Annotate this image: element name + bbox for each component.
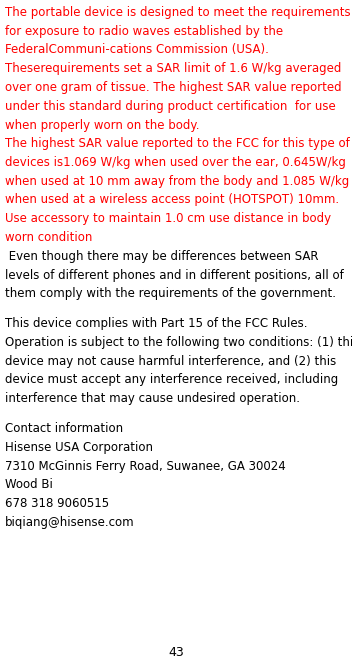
Text: for exposure to radio waves established by the: for exposure to radio waves established … xyxy=(5,25,283,38)
Text: 43: 43 xyxy=(168,646,184,659)
Text: Contact information: Contact information xyxy=(5,422,123,435)
Text: Theserequirements set a SAR limit of 1.6 W/kg averaged: Theserequirements set a SAR limit of 1.6… xyxy=(5,62,341,75)
Text: under this standard during product certification  for use: under this standard during product certi… xyxy=(5,100,336,113)
Text: when used at a wireless access point (HOTSPOT) 10mm.: when used at a wireless access point (HO… xyxy=(5,193,339,207)
Text: Operation is subject to the following two conditions: (1) this: Operation is subject to the following tw… xyxy=(5,336,352,349)
Text: This device complies with Part 15 of the FCC Rules.: This device complies with Part 15 of the… xyxy=(5,317,308,330)
Text: interference that may cause undesired operation.: interference that may cause undesired op… xyxy=(5,392,300,405)
Text: The portable device is designed to meet the requirements: The portable device is designed to meet … xyxy=(5,6,351,19)
Text: Wood Bi: Wood Bi xyxy=(5,479,53,491)
Text: device may not cause harmful interference, and (2) this: device may not cause harmful interferenc… xyxy=(5,355,336,368)
Text: when used at 10 mm away from the body and 1.085 W/kg: when used at 10 mm away from the body an… xyxy=(5,175,349,188)
Text: device must accept any interference received, including: device must accept any interference rece… xyxy=(5,373,338,386)
Text: FederalCommuni-cations Commission (USA).: FederalCommuni-cations Commission (USA). xyxy=(5,44,269,56)
Text: biqiang@hisense.com: biqiang@hisense.com xyxy=(5,516,134,529)
Text: when properly worn on the body.: when properly worn on the body. xyxy=(5,118,200,131)
Text: Use accessory to maintain 1.0 cm use distance in body: Use accessory to maintain 1.0 cm use dis… xyxy=(5,212,331,225)
Text: over one gram of tissue. The highest SAR value reported: over one gram of tissue. The highest SAR… xyxy=(5,81,342,94)
Text: devices is1.069 W/kg when used over the ear, 0.645W/kg: devices is1.069 W/kg when used over the … xyxy=(5,156,346,169)
Text: Hisense USA Corporation: Hisense USA Corporation xyxy=(5,441,153,454)
Text: them comply with the requirements of the government.: them comply with the requirements of the… xyxy=(5,288,336,300)
Text: 7310 McGinnis Ferry Road, Suwanee, GA 30024: 7310 McGinnis Ferry Road, Suwanee, GA 30… xyxy=(5,459,286,473)
Text: worn condition: worn condition xyxy=(5,231,92,244)
Text: 678 318 9060515: 678 318 9060515 xyxy=(5,497,109,510)
Text: Even though there may be differences between SAR: Even though there may be differences bet… xyxy=(5,250,319,263)
Text: levels of different phones and in different positions, all of: levels of different phones and in differ… xyxy=(5,268,344,282)
Text: The highest SAR value reported to the FCC for this type of: The highest SAR value reported to the FC… xyxy=(5,137,350,150)
